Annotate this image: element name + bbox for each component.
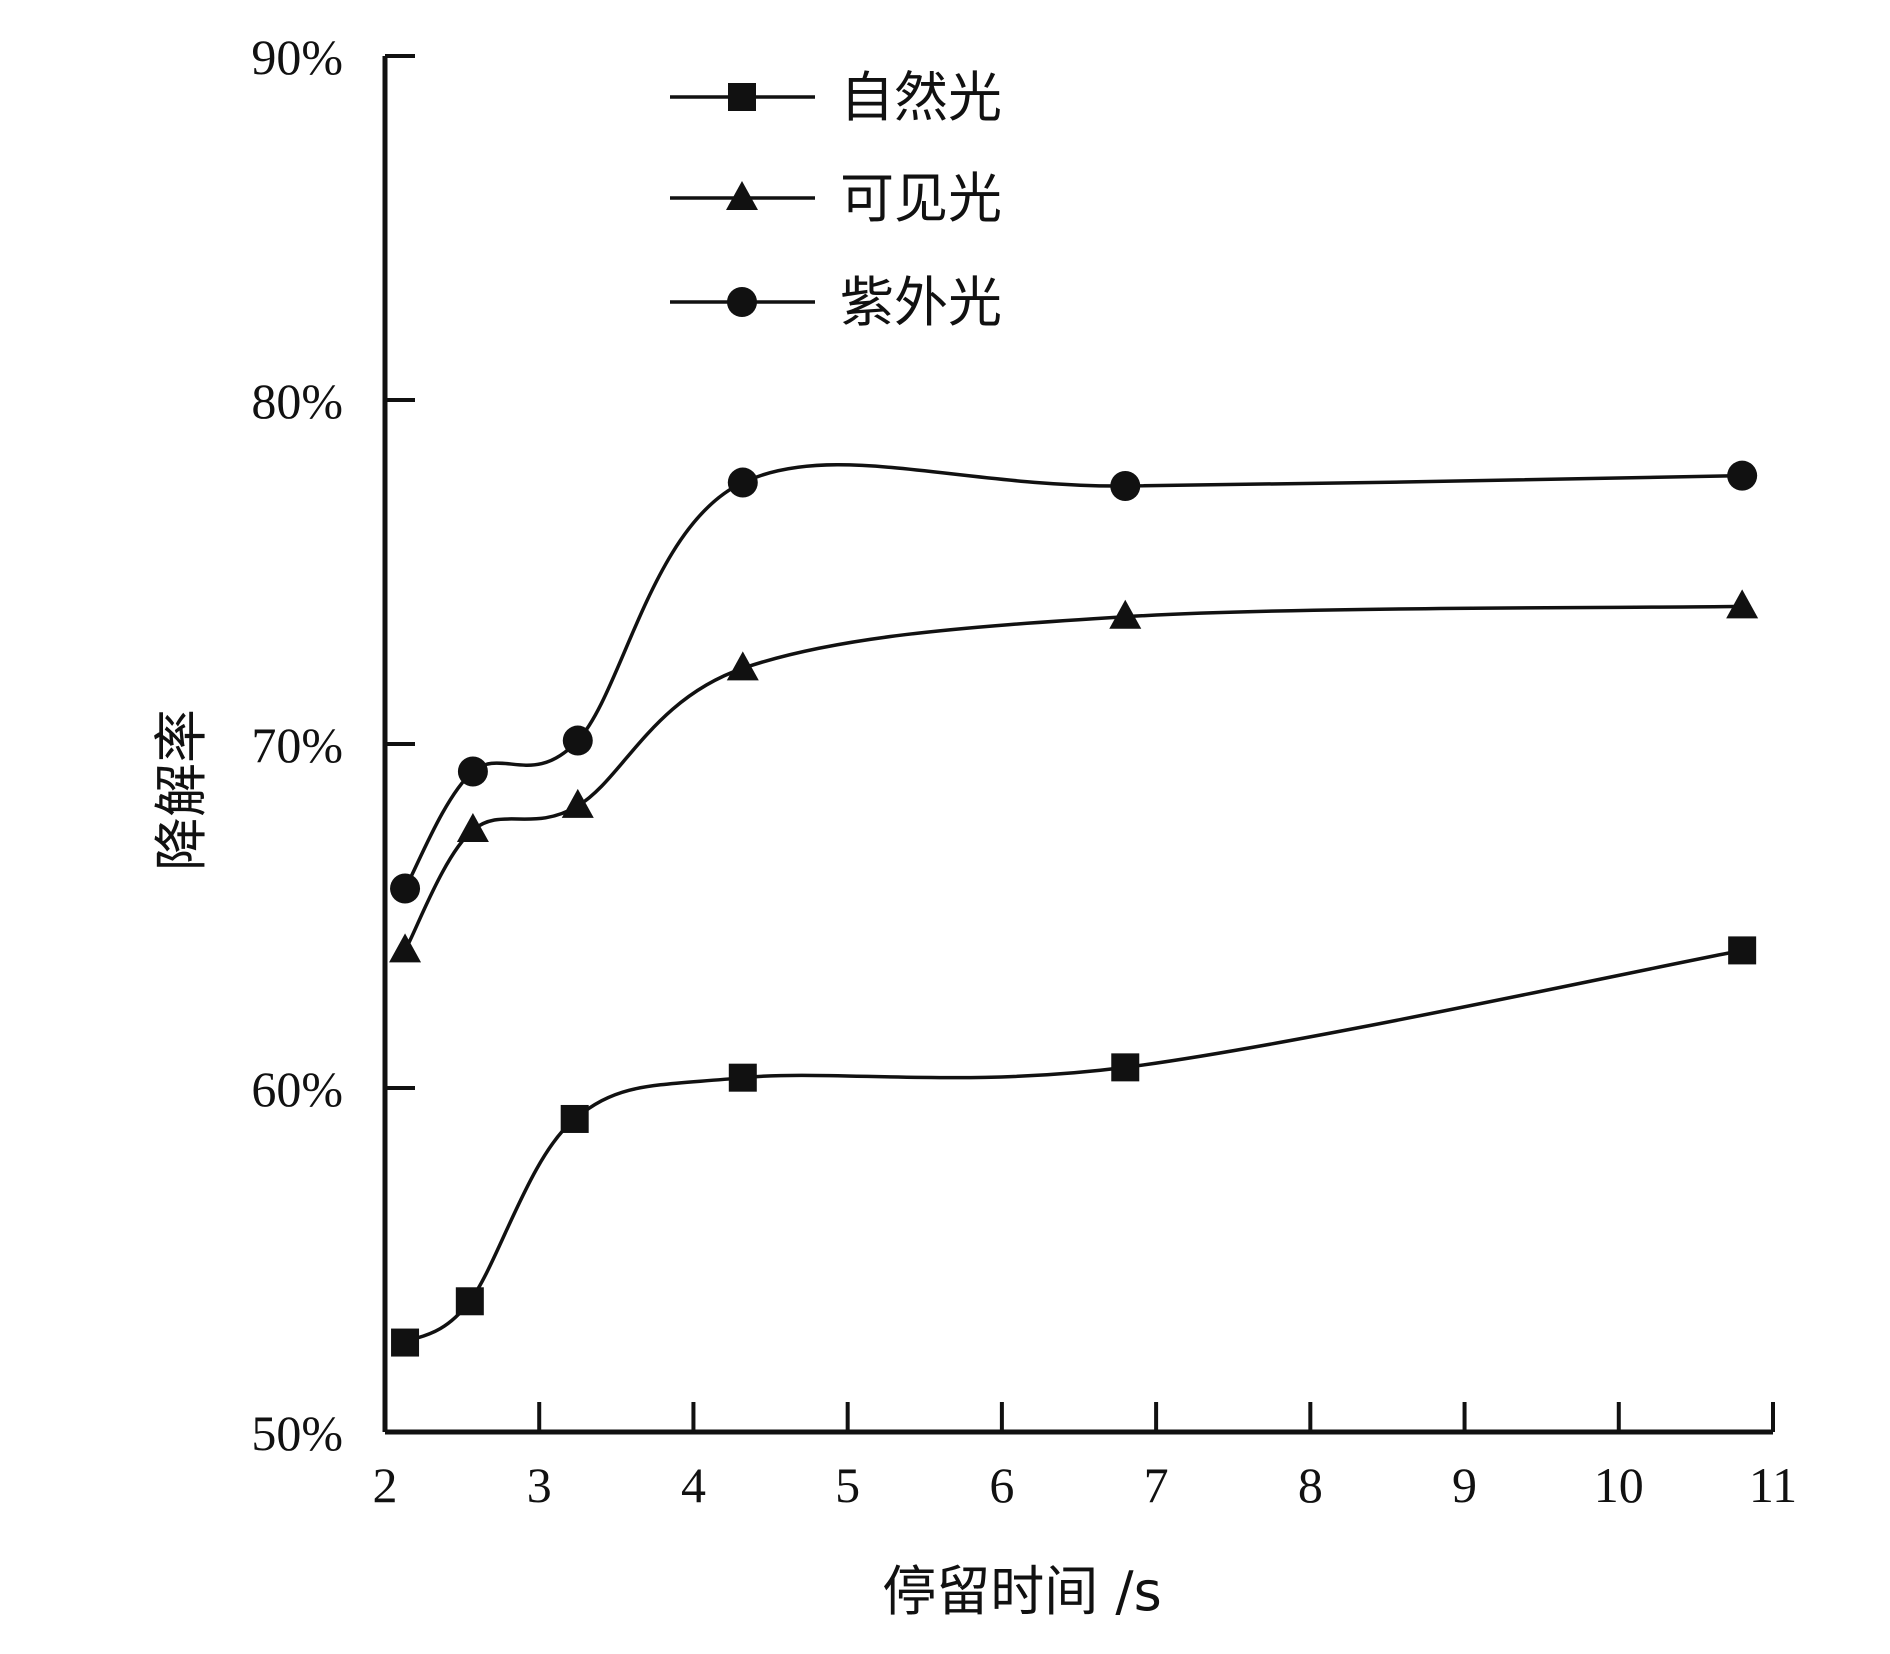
y-tick-label: 70%	[251, 717, 343, 773]
data-point	[1728, 936, 1757, 965]
legend-item: 可见光	[670, 167, 1002, 230]
legend-marker	[726, 181, 758, 210]
data-point	[1109, 599, 1142, 629]
legend-marker	[727, 287, 757, 317]
x-tick-label: 6	[989, 1457, 1014, 1513]
x-tick-label: 8	[1298, 1457, 1323, 1513]
x-axis-title: 停留时间 /s	[882, 1560, 1162, 1623]
series-line	[404, 948, 1743, 1345]
y-tick-label: 80%	[251, 373, 343, 429]
data-point	[457, 756, 488, 787]
data-point	[1727, 460, 1758, 491]
series-1	[391, 936, 1757, 1357]
series-layer	[389, 460, 1759, 1357]
data-point	[560, 1104, 589, 1133]
x-tick-label: 4	[681, 1457, 706, 1513]
y-tick-label: 50%	[251, 1405, 343, 1461]
legend-item: 紫外光	[670, 271, 1002, 334]
series-3	[390, 460, 1758, 904]
data-point	[726, 651, 759, 681]
data-point	[390, 873, 421, 904]
legend-label: 紫外光	[840, 271, 1002, 334]
x-tick-label: 7	[1144, 1457, 1169, 1513]
y-tick-label: 90%	[251, 29, 343, 85]
series-line	[403, 604, 1743, 952]
data-point	[455, 1287, 484, 1316]
y-axis-title: 降解率	[150, 709, 213, 871]
data-point	[562, 725, 593, 756]
legend-item: 自然光	[670, 66, 1002, 129]
x-tick-label: 5	[835, 1457, 860, 1513]
x-tick-label: 2	[373, 1457, 398, 1513]
series-2	[389, 589, 1759, 963]
legend-label: 自然光	[840, 66, 1002, 129]
series-line	[403, 463, 1743, 890]
data-point	[727, 467, 758, 498]
data-point	[389, 933, 422, 963]
data-point	[456, 813, 489, 842]
x-ticks: 2 3 4 5 6 7 8 9 10 11	[373, 1402, 1797, 1513]
x-tick-label: 3	[527, 1457, 552, 1513]
data-point	[1726, 589, 1759, 619]
y-tick-label: 60%	[251, 1061, 343, 1117]
x-tick-label: 11	[1749, 1457, 1797, 1513]
x-tick-label: 9	[1452, 1457, 1477, 1513]
legend-label: 可见光	[840, 167, 1002, 230]
data-point	[561, 788, 594, 818]
data-point	[728, 1063, 757, 1092]
data-point	[1110, 471, 1141, 501]
axes	[382, 56, 1773, 1435]
x-tick-label: 10	[1594, 1457, 1644, 1513]
data-point	[1111, 1053, 1140, 1082]
legend-marker	[728, 83, 756, 111]
data-point	[391, 1328, 420, 1357]
y-ticks: 50% 60% 70% 80% 90%	[251, 29, 415, 1461]
